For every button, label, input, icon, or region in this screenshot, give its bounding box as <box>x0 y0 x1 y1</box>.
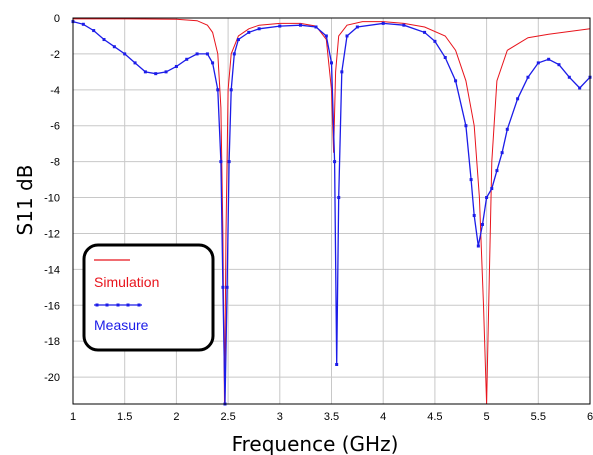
data-point-measure <box>112 45 116 49</box>
x-tick-label: 4 <box>380 411 386 423</box>
data-point-measure <box>278 24 282 28</box>
data-point-measure <box>229 88 233 92</box>
data-point-measure <box>174 64 178 68</box>
data-point-measure <box>485 196 489 200</box>
y-tick-label: -10 <box>44 193 60 205</box>
data-point-measure <box>219 160 223 164</box>
data-point-measure <box>133 61 137 65</box>
legend-box <box>82 243 215 352</box>
x-axis-title: Frequence (GHz) <box>232 432 399 455</box>
data-point-measure <box>330 61 333 65</box>
data-point-measure <box>476 244 480 248</box>
data-point-measure <box>154 72 158 76</box>
x-tick-label: 1.5 <box>117 411 132 423</box>
x-tick-labels: 1 1.5 2 2.5 3 3.5 4 4.5 5 5.5 6 <box>70 411 593 423</box>
y-tick-label: 0 <box>54 13 60 25</box>
x-tick-label: 3 <box>277 411 283 423</box>
legend-marker <box>95 303 99 307</box>
data-point-measure <box>340 70 344 74</box>
y-tick-label: -2 <box>50 49 60 61</box>
data-point-measure <box>102 38 106 42</box>
legend-marker <box>126 303 130 307</box>
data-point-measure <box>81 22 85 26</box>
series-lines <box>71 18 592 406</box>
data-point-measure <box>454 79 458 83</box>
x-tick-label: 1 <box>70 411 76 423</box>
data-point-measure <box>433 39 437 43</box>
data-point-measure <box>221 285 225 289</box>
data-point-measure <box>205 52 209 56</box>
data-point-measure <box>314 25 318 29</box>
data-point-measure <box>164 70 168 74</box>
data-point-measure <box>464 124 468 128</box>
data-point-measure <box>225 285 229 289</box>
legend-marker <box>137 303 141 307</box>
data-point-measure <box>298 23 302 27</box>
data-point-measure <box>567 75 571 79</box>
x-tick-label: 2.5 <box>220 411 235 423</box>
data-point-measure <box>490 187 494 191</box>
data-point-measure <box>547 57 551 61</box>
data-point-measure <box>516 97 520 101</box>
data-point-measure <box>333 160 337 164</box>
data-point-measure <box>92 29 96 33</box>
y-tick-label: -18 <box>44 336 60 348</box>
y-tick-label: -20 <box>44 372 60 384</box>
data-point-measure <box>337 196 341 200</box>
legend-measure-label: Measure <box>94 317 149 333</box>
y-tick-label: -4 <box>50 85 60 97</box>
x-tick-label: 2 <box>173 411 179 423</box>
data-point-measure <box>500 151 504 155</box>
data-point-measure <box>324 34 328 38</box>
y-tick-label: -8 <box>50 157 60 169</box>
data-point-measure <box>536 61 540 65</box>
legend-simulation-label: Simulation <box>94 274 159 290</box>
y-tick-labels: 0 -2 -4 -6 -8 -10 -12 -14 -16 -18 -20 <box>44 13 60 384</box>
series-line-simulation <box>73 18 591 405</box>
y-tick-label: -12 <box>44 228 60 240</box>
data-point-measure <box>526 75 530 79</box>
y-tick-label: -14 <box>44 264 60 276</box>
x-tick-label: 4.5 <box>427 411 442 423</box>
legend-marker <box>105 303 109 307</box>
plot-frame <box>72 17 591 405</box>
data-point-measure <box>381 21 385 25</box>
data-point-measure <box>257 27 261 31</box>
x-tick-label: 5.5 <box>531 411 546 423</box>
data-point-measure <box>557 63 561 67</box>
data-point-measure <box>211 61 215 65</box>
x-tick-label: 5 <box>484 411 490 423</box>
data-point-measure <box>227 160 231 164</box>
y-axis-title: S11 dB <box>13 165 37 236</box>
data-point-measure <box>480 222 484 226</box>
data-point-measure <box>236 38 240 42</box>
x-tick-label: 6 <box>587 411 593 423</box>
data-point-measure <box>355 25 359 29</box>
legend: Simulation Measure <box>82 243 215 352</box>
data-point-measure <box>505 127 509 131</box>
y-tick-label: -6 <box>50 121 60 133</box>
legend-measure-markers <box>95 303 141 307</box>
legend-marker <box>116 303 120 307</box>
data-point-measure <box>247 30 251 34</box>
data-point-measure <box>232 52 236 56</box>
data-point-measure <box>123 52 127 56</box>
data-point-measure <box>216 88 220 92</box>
data-point-measure <box>402 23 406 27</box>
data-point-measure <box>469 178 473 182</box>
data-point-measure <box>345 34 349 38</box>
data-point-measure <box>578 86 582 90</box>
data-point-measure <box>423 30 427 34</box>
data-point-measure <box>495 169 499 173</box>
data-point-measure <box>472 213 476 217</box>
y-tick-label: -16 <box>44 300 60 312</box>
data-point-measure <box>195 52 199 56</box>
data-point-measure <box>335 363 339 367</box>
data-point-measure <box>185 57 189 61</box>
data-point-measure <box>443 55 447 59</box>
data-point-measure <box>143 70 147 74</box>
x-tick-label: 3.5 <box>324 411 339 423</box>
